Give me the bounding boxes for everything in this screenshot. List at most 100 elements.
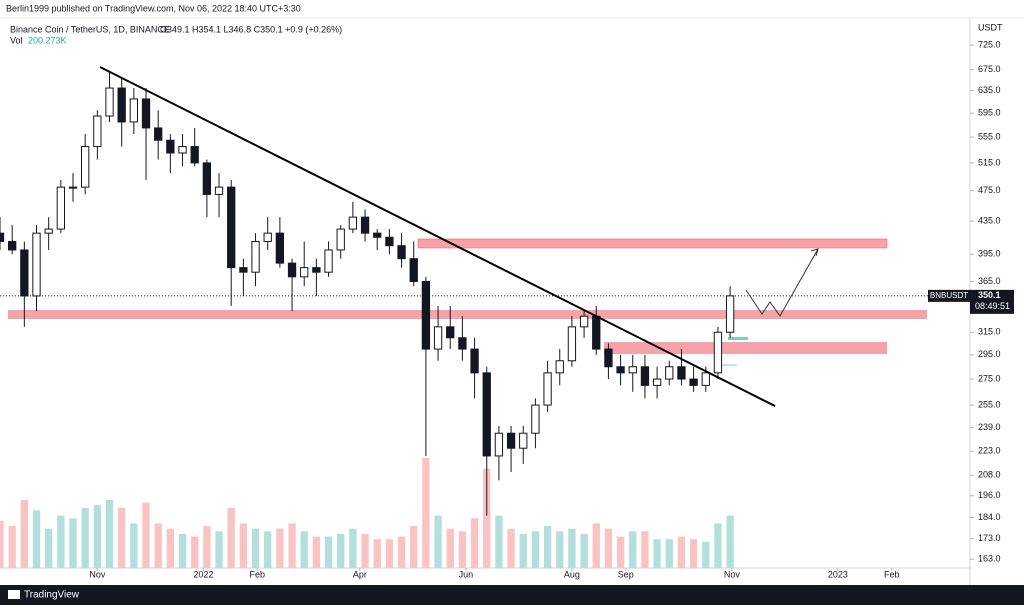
candle-body [725,295,735,333]
candle-body [312,267,321,273]
symbol: BNBUSDT [930,291,968,300]
volume-bar [154,523,162,568]
volume-bar [324,536,333,568]
candle-body [543,372,552,406]
volume-bar [470,518,479,568]
candle-body [336,228,345,251]
volume-bar [227,507,235,568]
volume-bar [8,526,16,568]
volume-bar [215,531,223,568]
volume-label: Vol [10,35,23,45]
x-tick-label: Jun [459,569,474,579]
volume-bar [422,458,430,568]
candle-body [421,281,431,350]
candle-body [713,331,723,374]
footer-bar [0,585,1024,605]
volume-bar [483,468,491,568]
volume-bar [251,528,260,568]
y-tick-label: 163.0 [978,554,1001,564]
volume-bar [519,533,527,568]
candle-body [689,378,698,386]
volume-bar [203,526,211,568]
volume-bar [507,528,515,568]
candle-body [93,115,102,148]
ohlc-header: O349.1 H354.1 L346.8 C350.1 +0.9 (+0.26%… [160,24,342,34]
y-tick-label: 275.0 [978,373,1001,383]
volume-bar [616,536,625,568]
volume-bar [556,531,564,568]
volume-bar [57,515,65,568]
volume-bar [373,539,381,568]
volume-bar [677,536,686,568]
candle-body [239,267,248,273]
volume-bar [130,523,138,568]
y-tick-label: 315.0 [978,327,1001,337]
volume-bar [495,515,503,568]
candle-body [0,232,5,242]
brand: TradingView [24,590,80,601]
volume-bar [118,507,126,568]
last-price-label: 350.1 [978,290,1001,300]
candle-body [32,232,41,297]
x-tick-label: Nov [724,569,741,579]
brand-logo [8,590,20,599]
candle-body [506,432,516,449]
candle-body [68,186,78,189]
volume-bar [653,539,661,568]
candle-body [640,366,650,386]
volume-bar [337,533,345,568]
y-tick-label: 295.0 [978,349,1001,359]
volume-bar [349,528,357,568]
candle-body [56,186,65,230]
resistance-zone [417,238,888,249]
candle-body [251,240,260,273]
candle-body [287,262,297,278]
candle-body [677,366,686,380]
candle-body [592,315,601,350]
y-tick-label: 208.0 [978,470,1001,480]
y-tick-label: 515.0 [978,157,1001,167]
candle-body [202,162,212,195]
volume-bar [568,528,576,568]
volume-bar [385,539,394,568]
volume-bar [604,528,613,568]
y-tick-label: 635.0 [978,85,1001,95]
projection-arrowhead [810,248,819,257]
candle-body [178,146,187,154]
symbol-tag [928,289,970,302]
y-tick-label: 173.0 [978,533,1001,543]
candle-body [227,186,236,269]
volume-bar [543,526,552,568]
candle-body [433,326,443,350]
candle-body [263,232,272,242]
candle-body [105,87,114,117]
volume-bar [689,539,698,568]
candle-body [373,232,382,238]
candle-body [494,432,504,457]
candle-body [458,337,467,350]
volume-bar [32,510,41,568]
y-tick-label: 725.0 [978,39,1001,49]
y-tick-label: 435.0 [978,215,1001,225]
demand-zone [604,342,887,354]
candle-body [555,360,564,374]
candle-body [166,139,175,154]
volume-bar [665,539,673,568]
y-unit: USDT [978,22,1003,32]
volume-bar [434,515,442,568]
volume-bar [20,499,28,568]
candle-body [44,228,53,234]
volume-bar [288,523,296,568]
volume-bar [446,528,454,568]
candle-body [154,127,163,141]
y-tick-label: 196.0 [978,490,1001,500]
volume-bar [702,541,710,568]
volume-bar [714,523,722,568]
volume-bar [142,502,150,568]
candle-body [348,216,358,230]
candle-body [579,315,589,328]
volume-bar [592,523,600,568]
candle-body [652,378,662,386]
